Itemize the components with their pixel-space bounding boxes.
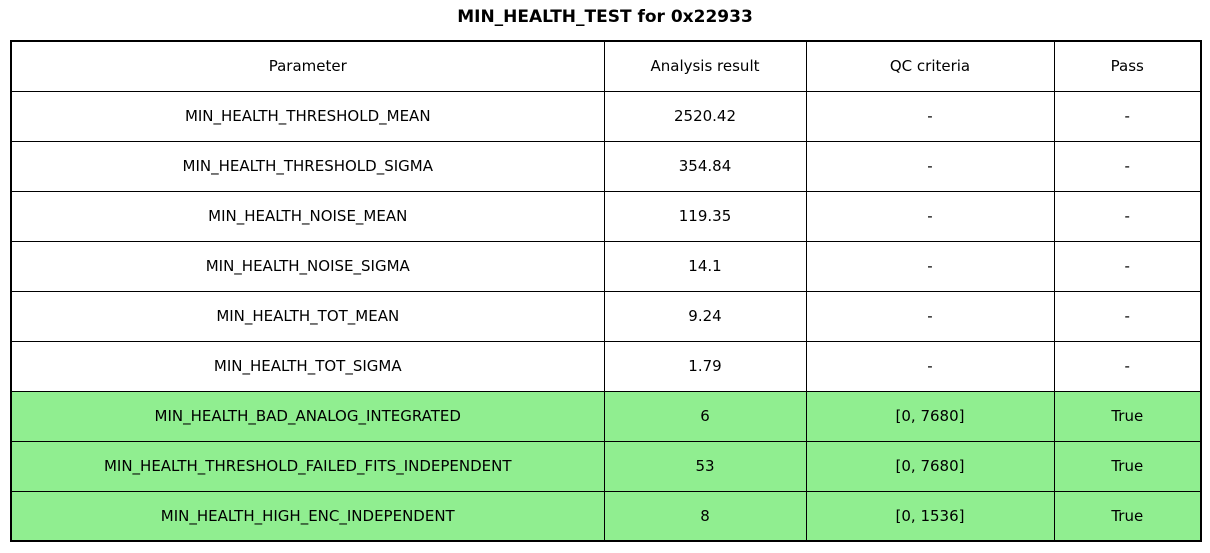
qc-results-table: Parameter Analysis result QC criteria Pa…	[10, 40, 1202, 542]
pass-cell: -	[1053, 240, 1202, 292]
pass-cell: -	[1053, 190, 1202, 242]
page-title: MIN_HEALTH_TEST for 0x22933	[457, 7, 753, 27]
analysis-result-cell: 1.79	[603, 340, 807, 392]
parameter-cell: MIN_HEALTH_NOISE_SIGMA	[10, 240, 605, 292]
qc-criteria-cell: -	[805, 290, 1055, 342]
table-header-row: Parameter Analysis result QC criteria Pa…	[10, 40, 1202, 92]
table-row: MIN_HEALTH_TOT_MEAN 9.24 - -	[10, 290, 1202, 342]
qc-criteria-cell: -	[805, 190, 1055, 242]
qc-criteria-cell: -	[805, 340, 1055, 392]
analysis-result-cell: 53	[603, 440, 807, 492]
parameter-cell: MIN_HEALTH_TOT_SIGMA	[10, 340, 605, 392]
column-header-pass: Pass	[1053, 40, 1202, 92]
parameter-cell: MIN_HEALTH_THRESHOLD_SIGMA	[10, 140, 605, 192]
analysis-result-cell: 8	[603, 490, 807, 542]
pass-cell: -	[1053, 90, 1202, 142]
analysis-result-cell: 14.1	[603, 240, 807, 292]
qc-criteria-cell: [0, 1536]	[805, 490, 1055, 542]
table-row: MIN_HEALTH_HIGH_ENC_INDEPENDENT 8 [0, 15…	[10, 490, 1202, 542]
column-header-qc-criteria: QC criteria	[805, 40, 1055, 92]
table-row: MIN_HEALTH_THRESHOLD_SIGMA 354.84 - -	[10, 140, 1202, 192]
qc-criteria-cell: -	[805, 140, 1055, 192]
pass-cell: -	[1053, 340, 1202, 392]
table-row: MIN_HEALTH_NOISE_SIGMA 14.1 - -	[10, 240, 1202, 292]
pass-cell: True	[1053, 490, 1202, 542]
parameter-cell: MIN_HEALTH_HIGH_ENC_INDEPENDENT	[10, 490, 605, 542]
table-row: MIN_HEALTH_BAD_ANALOG_INTEGRATED 6 [0, 7…	[10, 390, 1202, 442]
column-header-parameter: Parameter	[10, 40, 605, 92]
parameter-cell: MIN_HEALTH_NOISE_MEAN	[10, 190, 605, 242]
table-row: MIN_HEALTH_THRESHOLD_FAILED_FITS_INDEPEN…	[10, 440, 1202, 492]
analysis-result-cell: 6	[603, 390, 807, 442]
table-row: MIN_HEALTH_TOT_SIGMA 1.79 - -	[10, 340, 1202, 392]
qc-criteria-cell: -	[805, 240, 1055, 292]
table-row: MIN_HEALTH_THRESHOLD_MEAN 2520.42 - -	[10, 90, 1202, 142]
qc-criteria-cell: -	[805, 90, 1055, 142]
column-header-analysis-result: Analysis result	[603, 40, 807, 92]
analysis-result-cell: 119.35	[603, 190, 807, 242]
pass-cell: -	[1053, 290, 1202, 342]
parameter-cell: MIN_HEALTH_BAD_ANALOG_INTEGRATED	[10, 390, 605, 442]
parameter-cell: MIN_HEALTH_THRESHOLD_FAILED_FITS_INDEPEN…	[10, 440, 605, 492]
parameter-cell: MIN_HEALTH_TOT_MEAN	[10, 290, 605, 342]
parameter-cell: MIN_HEALTH_THRESHOLD_MEAN	[10, 90, 605, 142]
analysis-result-cell: 2520.42	[603, 90, 807, 142]
qc-criteria-cell: [0, 7680]	[805, 390, 1055, 442]
analysis-result-cell: 9.24	[603, 290, 807, 342]
pass-cell: True	[1053, 390, 1202, 442]
analysis-result-cell: 354.84	[603, 140, 807, 192]
table-row: MIN_HEALTH_NOISE_MEAN 119.35 - -	[10, 190, 1202, 242]
pass-cell: -	[1053, 140, 1202, 192]
pass-cell: True	[1053, 440, 1202, 492]
qc-criteria-cell: [0, 7680]	[805, 440, 1055, 492]
